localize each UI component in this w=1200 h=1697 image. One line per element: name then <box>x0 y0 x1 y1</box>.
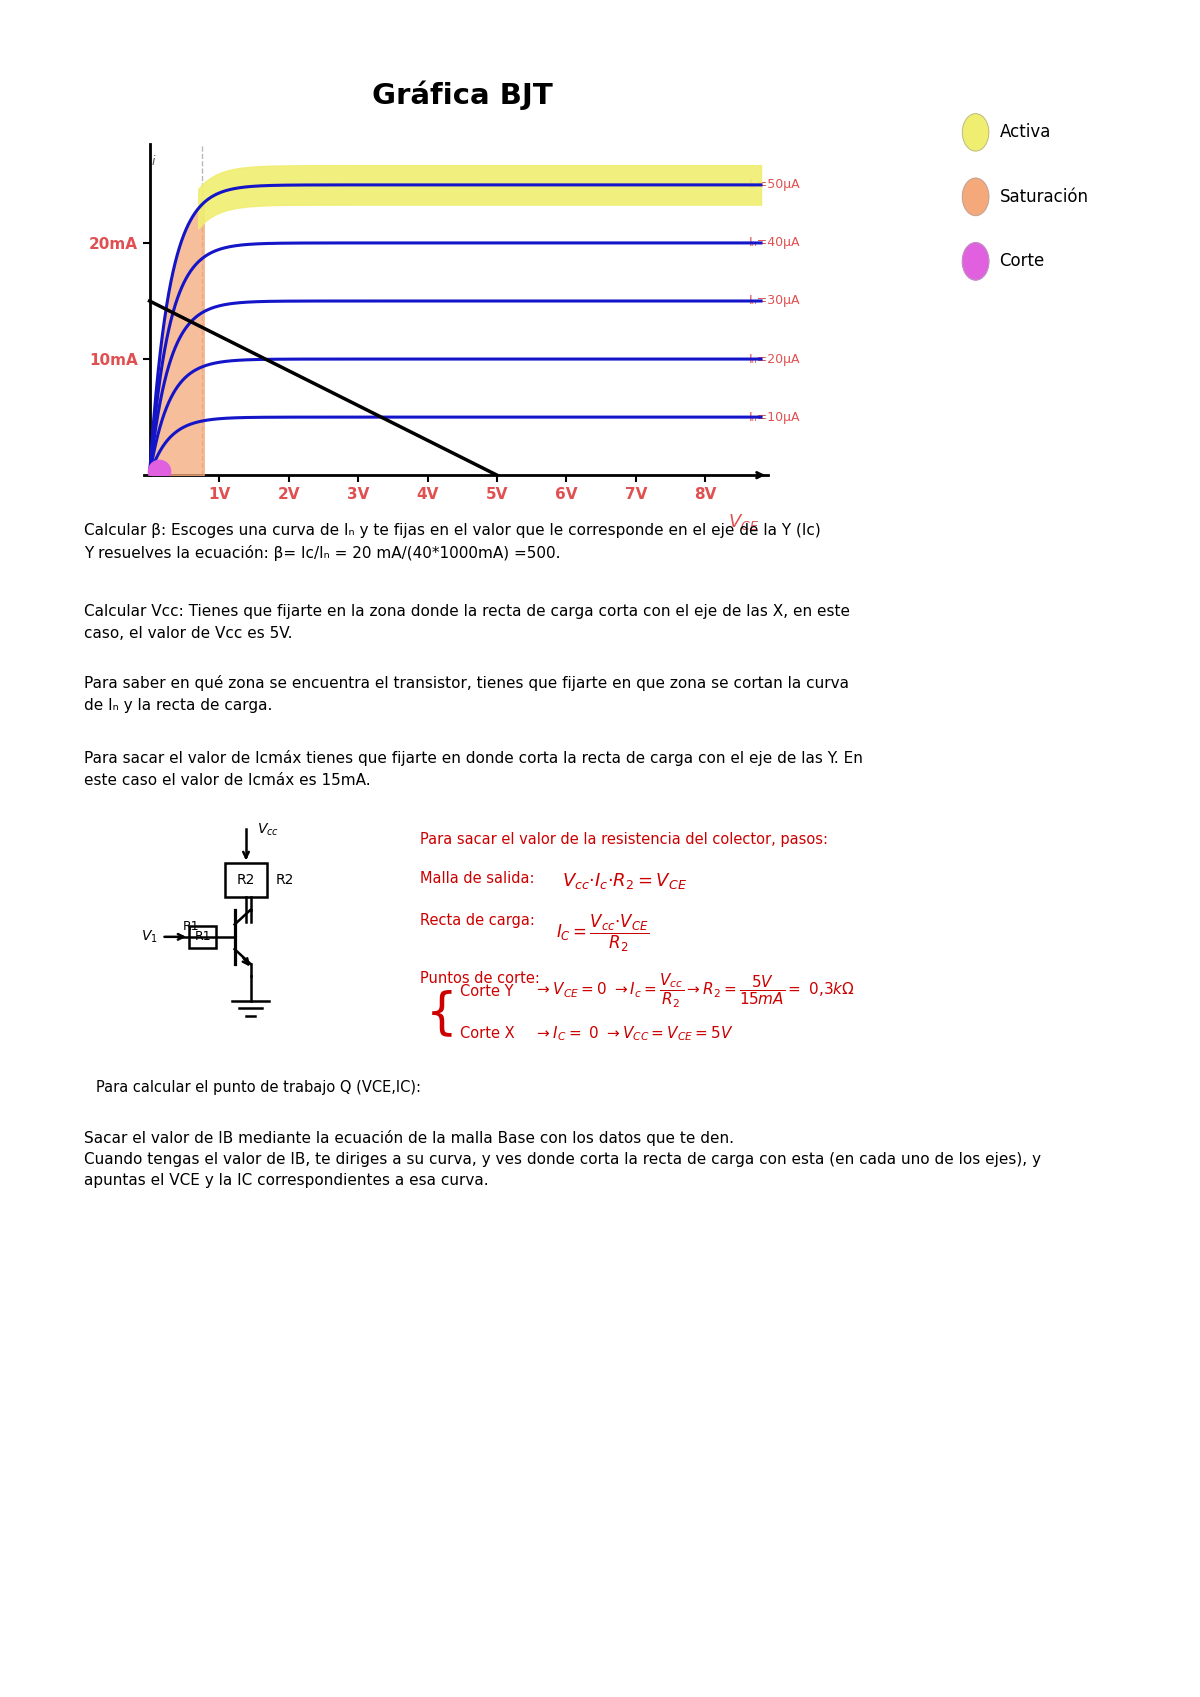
Text: Para calcular el punto de trabajo Q (VCE,IC):: Para calcular el punto de trabajo Q (VCE… <box>96 1081 421 1095</box>
Text: R1: R1 <box>194 930 211 944</box>
Text: $V_{cc}$: $V_{cc}$ <box>257 821 280 838</box>
Text: $V_{cc}{\cdot}I_c{\cdot}R_2{=}V_{CE}$: $V_{cc}{\cdot}I_c{\cdot}R_2{=}V_{CE}$ <box>562 871 686 891</box>
Text: i: i <box>151 154 155 168</box>
Text: $\rightarrow I_C{=}\ 0\ \rightarrow V_{CC}{=}V_{CE}{=}5V$: $\rightarrow I_C{=}\ 0\ \rightarrow V_{C… <box>534 1023 733 1044</box>
Text: Recta de carga:: Recta de carga: <box>420 913 544 928</box>
Text: Calcular β: Escoges una curva de Iₙ y te fijas en el valor que le corresponde en: Calcular β: Escoges una curva de Iₙ y te… <box>84 523 821 560</box>
Text: Puntos de corte:: Puntos de corte: <box>420 971 540 986</box>
FancyBboxPatch shape <box>226 864 266 898</box>
Text: {: { <box>426 989 457 1037</box>
Text: Calcular Vᴄᴄ: Tienes que fijarte en la zona donde la recta de carga corta con el: Calcular Vᴄᴄ: Tienes que fijarte en la z… <box>84 604 850 641</box>
Text: Iₙ=30μA: Iₙ=30μA <box>749 295 800 307</box>
Text: R2: R2 <box>276 874 294 888</box>
Text: $\rightarrow V_{CE}{=}0\ \rightarrow I_c{=}\dfrac{V_{cc}}{R_2}{\rightarrow}R_2{=: $\rightarrow V_{CE}{=}0\ \rightarrow I_c… <box>534 972 854 1010</box>
Text: Iₙ=20μA: Iₙ=20μA <box>749 353 800 365</box>
Text: $V_{CE}$: $V_{CE}$ <box>728 512 760 533</box>
Text: Sacar el valor de IB mediante la ecuación de la malla Base con los datos que te : Sacar el valor de IB mediante la ecuació… <box>84 1130 1042 1188</box>
Text: Saturación: Saturación <box>1000 188 1088 205</box>
Text: Corte: Corte <box>1000 253 1045 270</box>
Text: Para saber en qué zona se encuentra el transistor, tienes que fijarte en que zon: Para saber en qué zona se encuentra el t… <box>84 675 850 713</box>
Text: $V_1$: $V_1$ <box>142 928 158 945</box>
Text: Activa: Activa <box>1000 124 1051 141</box>
Text: R1: R1 <box>182 920 199 933</box>
Text: R2: R2 <box>236 874 256 888</box>
Text: $I_C = \dfrac{V_{cc}{\cdot}V_{CE}}{R_2}$: $I_C = \dfrac{V_{cc}{\cdot}V_{CE}}{R_2}$ <box>556 913 649 954</box>
Text: Iₙ=40μA: Iₙ=40μA <box>749 236 800 249</box>
Text: Para sacar el valor de Iᴄmáx tienes que fijarte en donde corta la recta de carga: Para sacar el valor de Iᴄmáx tienes que … <box>84 750 863 787</box>
Text: Iₙ=10μA: Iₙ=10μA <box>749 411 800 424</box>
Text: Corte X: Corte X <box>460 1027 515 1040</box>
Text: Para sacar el valor de la resistencia del colector, pasos:: Para sacar el valor de la resistencia de… <box>420 832 828 847</box>
Text: Malla de salida:: Malla de salida: <box>420 871 544 886</box>
FancyBboxPatch shape <box>190 927 216 949</box>
Text: Corte Y: Corte Y <box>460 984 514 998</box>
Text: Iₙ=50μA: Iₙ=50μA <box>749 178 800 192</box>
Text: Gráfica BJT: Gráfica BJT <box>372 80 552 110</box>
